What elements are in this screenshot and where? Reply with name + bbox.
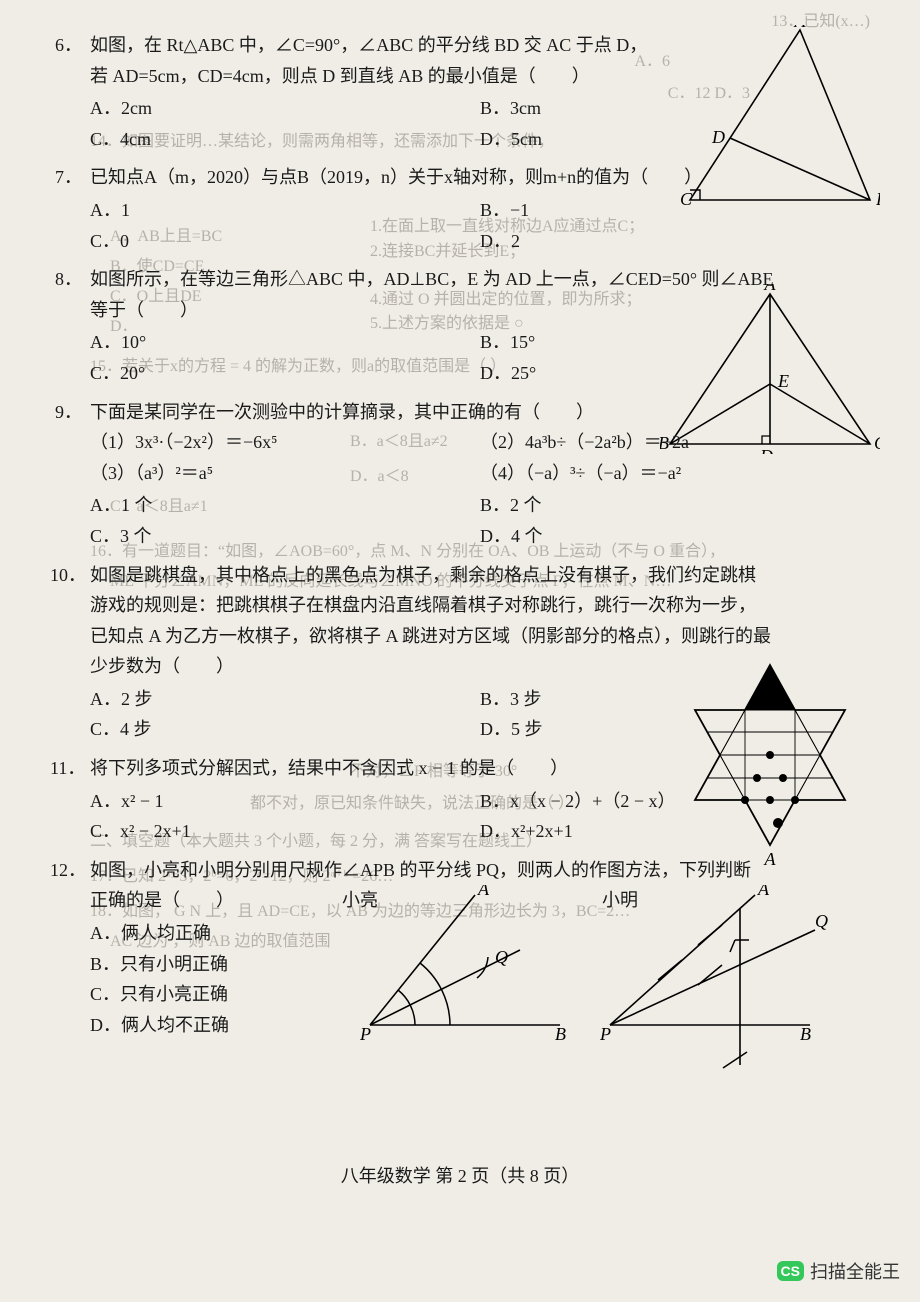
choice-c: C．只有小亮正确 (90, 979, 370, 1010)
question-text: 等于（ ） (90, 295, 870, 326)
question-text: 若 AD=5cm，CD=4cm，则点 D 到直线 AB 的最小值是（ ） (90, 61, 870, 92)
question-text: 少步数为（ ） (90, 651, 870, 682)
question-text: 下面是某同学在一次测验中的计算摘录，其中正确的有（ ） (90, 397, 870, 428)
question-11: 11． 将下列多项式分解因式，结果中不含因式 x − 1 的是（ ） A．x² … (50, 753, 870, 847)
question-number: 11． (50, 753, 82, 784)
choice-c: C．3 个 (90, 521, 480, 552)
diagram-label-right: 小明 (520, 885, 720, 916)
watermark-badge-icon: CS (777, 1261, 804, 1281)
watermark-text: 扫描全能王 (810, 1258, 900, 1284)
question-text: 如图是跳棋盘，其中格点上的黑色点为棋子，剩余的格点上没有棋子，我们约定跳棋 (90, 560, 870, 591)
choice-a: A．x² − 1 (90, 786, 480, 817)
diagram-label-left: 小亮 (260, 885, 460, 916)
question-8: 8． 如图所示，在等边三角形△ABC 中，AD⊥BC，E 为 AD 上一点，∠C… (50, 264, 870, 388)
svg-text:B: B (876, 189, 880, 209)
choice-d: D．x²+2x+1 (480, 816, 870, 847)
question-text: 将下列多项式分解因式，结果中不含因式 x − 1 的是（ ） (90, 753, 870, 784)
choice-b: B．x（x − 2）+（2 − x） (480, 786, 870, 817)
question-6: 6． 如图，在 Rt△ABC 中，∠C=90°，∠ABC 的平分线 BD 交 A… (50, 30, 870, 154)
choice-c: C．20° (90, 358, 480, 389)
choice-c: C．4cm (90, 124, 480, 155)
choice-d: D．4 个 (480, 521, 870, 552)
question-9: 9． 下面是某同学在一次测验中的计算摘录，其中正确的有（ ） （1）3x³·（−… (50, 397, 870, 552)
scanner-watermark: CS 扫描全能王 (777, 1258, 900, 1284)
choice-a: A．10° (90, 327, 480, 358)
choice-d: D．5cm (480, 124, 870, 155)
choice-b: B．3 步 (480, 684, 870, 715)
choice-c: C．0 (90, 226, 480, 257)
choice-a: A．2cm (90, 93, 480, 124)
choice-d: D．25° (480, 358, 870, 389)
question-number: 9． (50, 397, 82, 428)
choice-a: A．俩人均正确 (90, 918, 370, 949)
page-footer: 八年级数学 第 2 页（共 8 页） (50, 1161, 870, 1192)
svg-text:C: C (874, 433, 880, 453)
choice-c: C．4 步 (90, 714, 480, 745)
sub-item: （4）（−a）³÷（−a）＝−a² (480, 458, 870, 489)
choice-b: B．−1 (480, 195, 870, 226)
choice-a: A．2 步 (90, 684, 480, 715)
question-number: 7． (50, 162, 82, 193)
choice-b: B．2 个 (480, 490, 870, 521)
question-text: 游戏的规则是：把跳棋棋子在棋盘内沿直线隔着棋子对称跳行，跳行一次称为一步， (90, 590, 870, 621)
choice-b: B．只有小明正确 (90, 949, 370, 980)
choice-a: A．1 个 (90, 490, 480, 521)
question-text: 如图，在 Rt△ABC 中，∠C=90°，∠ABC 的平分线 BD 交 AC 于… (90, 30, 870, 61)
question-text: 已知点A（m，2020）与点B（2019，n）关于x轴对称，则m+n的值为（ ） (90, 162, 870, 193)
choice-c: C．x² − 2x+1 (90, 816, 480, 847)
question-number: 6． (50, 30, 82, 61)
sub-item: （2）4a³b÷（−2a²b）＝−2a (480, 427, 870, 458)
question-text: 如图，小亮和小明分别用尺规作∠APB 的平分线 PQ，则两人的作图方法，下列判断 (90, 855, 870, 886)
exam-page: 13．已知(x…) A．6 C．12 D．3 14．如图要证明…某结论，则需两角… (50, 30, 870, 1272)
choice-d: D．俩人均不正确 (90, 1010, 370, 1041)
choice-d: D．2 (480, 226, 870, 257)
question-text: 正确的是（ ） (90, 885, 260, 916)
sub-item: （1）3x³·（−2x²）＝−6x⁵ (90, 427, 480, 458)
choice-b: B．3cm (480, 93, 870, 124)
question-text: 已知点 A 为乙方一枚棋子，欲将棋子 A 跳进对方区域（阴影部分的格点），则跳行… (90, 621, 870, 652)
question-number: 8． (50, 264, 82, 295)
question-text: 如图所示，在等边三角形△ABC 中，AD⊥BC，E 为 AD 上一点，∠CED=… (90, 264, 870, 295)
choice-d: D．5 步 (480, 714, 870, 745)
question-number: 10． (50, 560, 82, 591)
choice-a: A．1 (90, 195, 480, 226)
choice-b: B．15° (480, 327, 870, 358)
question-7: 7． 已知点A（m，2020）与点B（2019，n）关于x轴对称，则m+n的值为… (50, 162, 870, 256)
sub-item: （3）（a³）²＝a⁵ (90, 458, 480, 489)
question-12: 12． 如图，小亮和小明分别用尺规作∠APB 的平分线 PQ，则两人的作图方法，… (50, 855, 870, 1041)
question-number: 12． (50, 855, 82, 886)
question-10: 10． 如图是跳棋盘，其中格点上的黑色点为棋子，剩余的格点上没有棋子，我们约定跳… (50, 560, 870, 746)
